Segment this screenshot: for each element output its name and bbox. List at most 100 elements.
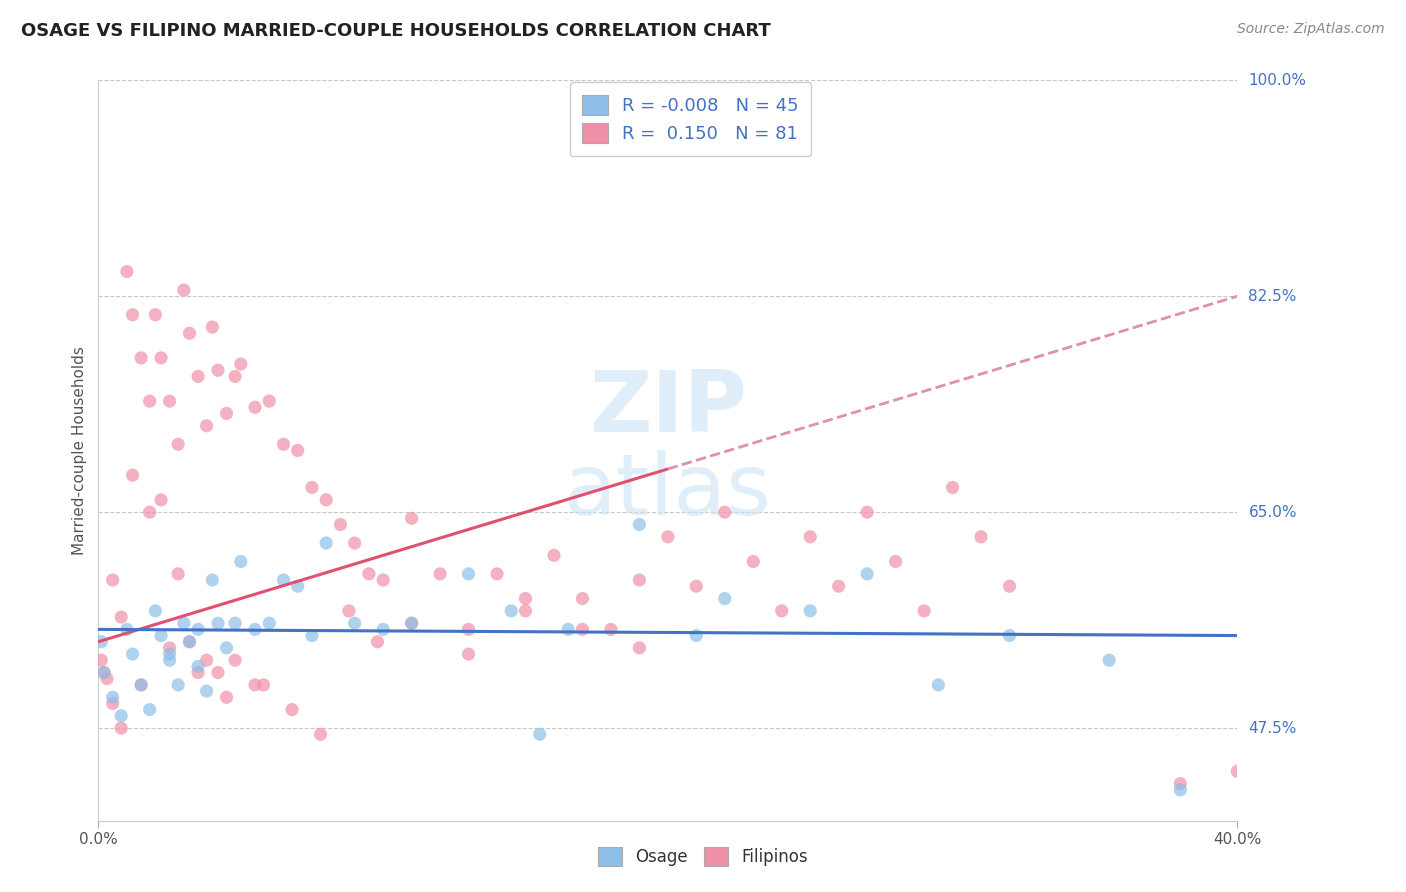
Point: [159, 653, 181, 667]
Legend: Osage, Filipinos: Osage, Filipinos: [591, 838, 815, 875]
Text: ZIP: ZIP: [589, 368, 747, 450]
Point: [315, 492, 337, 507]
Point: [215, 690, 238, 705]
Point: [167, 437, 190, 451]
Point: [373, 623, 395, 637]
Point: [159, 394, 181, 409]
Point: [150, 492, 173, 507]
Point: [828, 579, 851, 593]
Point: [145, 308, 167, 322]
Point: [179, 634, 201, 648]
Point: [138, 394, 160, 409]
Point: [252, 678, 274, 692]
Point: [401, 616, 423, 631]
Text: 100.0%: 100.0%: [1249, 73, 1306, 87]
Point: [243, 623, 266, 637]
Point: [229, 555, 252, 569]
Point: [287, 443, 309, 458]
Point: [110, 610, 132, 624]
Point: [401, 511, 423, 525]
Point: [243, 678, 266, 692]
Point: [543, 549, 565, 563]
Point: [179, 326, 201, 341]
Point: [714, 591, 737, 606]
Point: [998, 628, 1021, 642]
Point: [657, 530, 679, 544]
Point: [329, 517, 352, 532]
Point: [187, 659, 209, 673]
Point: [1226, 764, 1249, 779]
Point: [281, 703, 304, 717]
Text: 47.5%: 47.5%: [1249, 721, 1296, 736]
Point: [138, 505, 160, 519]
Text: 65.0%: 65.0%: [1249, 505, 1296, 520]
Point: [770, 604, 793, 618]
Point: [1170, 777, 1192, 791]
Point: [301, 480, 323, 494]
Point: [201, 573, 224, 587]
Point: [1170, 782, 1192, 797]
Text: OSAGE VS FILIPINO MARRIED-COUPLE HOUSEHOLDS CORRELATION CHART: OSAGE VS FILIPINO MARRIED-COUPLE HOUSEHO…: [21, 22, 770, 40]
Point: [115, 264, 138, 278]
Point: [742, 555, 765, 569]
Point: [337, 604, 360, 618]
Point: [90, 634, 112, 648]
Legend: R = -0.008   N = 45, R =  0.150   N = 81: R = -0.008 N = 45, R = 0.150 N = 81: [569, 82, 811, 156]
Point: [273, 437, 295, 451]
Point: [159, 647, 181, 661]
Point: [927, 678, 949, 692]
Point: [173, 283, 195, 297]
Point: [195, 684, 218, 698]
Point: [243, 401, 266, 415]
Point: [343, 536, 366, 550]
Point: [429, 566, 451, 581]
Point: [315, 536, 337, 550]
Point: [101, 573, 124, 587]
Point: [150, 351, 173, 365]
Point: [457, 623, 479, 637]
Point: [173, 616, 195, 631]
Point: [207, 616, 229, 631]
Point: [1098, 653, 1121, 667]
Point: [229, 357, 252, 371]
Point: [101, 690, 124, 705]
Text: 82.5%: 82.5%: [1249, 289, 1296, 303]
Point: [529, 727, 551, 741]
Point: [215, 640, 238, 655]
Point: [628, 640, 651, 655]
Point: [145, 604, 167, 618]
Point: [486, 566, 509, 581]
Point: [571, 591, 593, 606]
Point: [115, 623, 138, 637]
Point: [301, 628, 323, 642]
Point: [600, 623, 623, 637]
Point: [187, 623, 209, 637]
Point: [159, 640, 181, 655]
Point: [373, 573, 395, 587]
Point: [628, 573, 651, 587]
Point: [110, 708, 132, 723]
Point: [287, 579, 309, 593]
Point: [224, 369, 246, 384]
Point: [150, 628, 173, 642]
Point: [90, 653, 112, 667]
Point: [207, 665, 229, 680]
Point: [121, 647, 143, 661]
Point: [129, 678, 152, 692]
Point: [215, 407, 238, 421]
Point: [167, 678, 190, 692]
Point: [799, 530, 821, 544]
Point: [970, 530, 993, 544]
Point: [207, 363, 229, 377]
Point: [224, 616, 246, 631]
Point: [343, 616, 366, 631]
Point: [138, 703, 160, 717]
Text: atlas: atlas: [564, 450, 772, 533]
Point: [401, 616, 423, 631]
Point: [628, 517, 651, 532]
Point: [195, 418, 218, 433]
Point: [129, 351, 152, 365]
Point: [167, 566, 190, 581]
Point: [96, 672, 118, 686]
Point: [799, 604, 821, 618]
